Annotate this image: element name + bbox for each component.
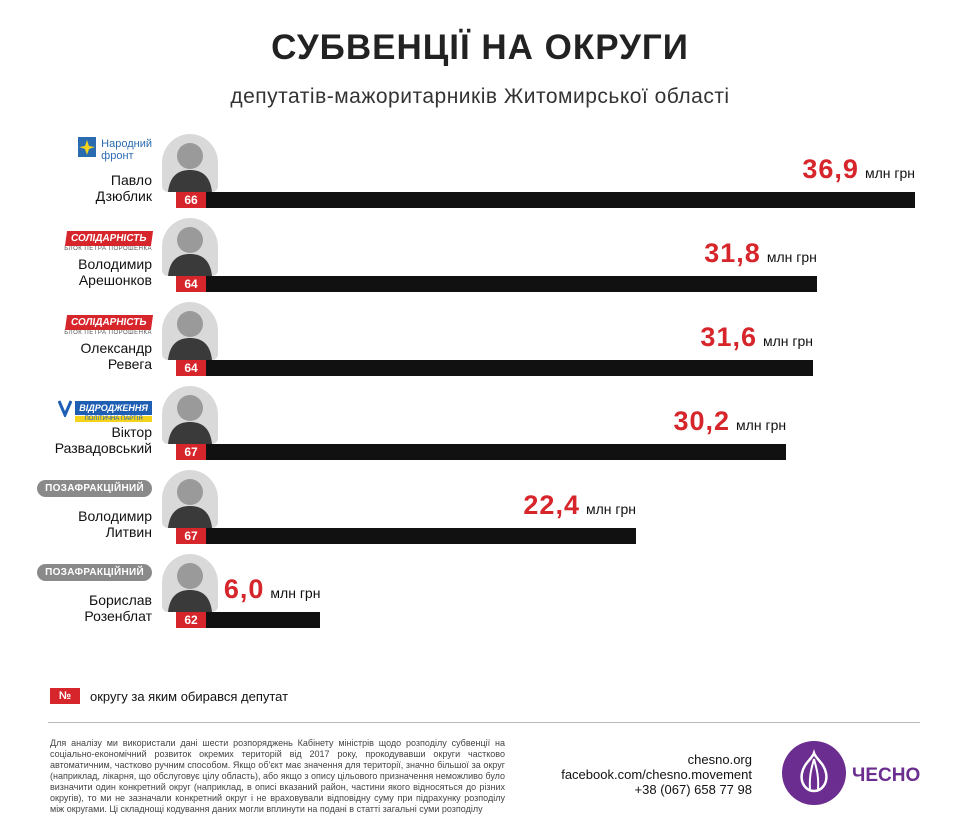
deputy-first-name: Борислав [89, 592, 152, 608]
district-number: 62 [176, 612, 206, 628]
value-number: 31,8 [704, 238, 761, 268]
deputy-name: Павло Дзюблик [96, 172, 152, 204]
bar [205, 276, 817, 292]
methodology-note: Для аналізу ми використали дані шести ро… [50, 738, 505, 814]
deputy-row: 64 СОЛІДАРНІСТЬ БЛОК ПЕТРА ПОРОШЕНКА Володи… [0, 214, 960, 304]
value-unit: млн грн [585, 501, 637, 517]
value-label: 22,4 млн грн [523, 490, 636, 521]
party-name: СОЛІДАРНІСТЬ [65, 315, 154, 330]
party-name: СОЛІДАРНІСТЬ [65, 231, 154, 246]
district-number: 64 [176, 360, 206, 376]
deputy-first-name: Володимир [78, 508, 152, 524]
deputy-first-name: Володимир [78, 256, 152, 272]
deputy-photo [162, 218, 218, 276]
contacts: chesno.org facebook.com/chesno.movement … [561, 752, 752, 797]
checkmark-icon [57, 399, 73, 422]
value-unit: млн грн [736, 417, 787, 433]
deputy-photo [162, 554, 218, 612]
deputy-row: 64 СОЛІДАРНІСТЬ БЛОК ПЕТРА ПОРОШЕНКА Олекса… [0, 298, 960, 388]
contact-phone: +38 (067) 658 77 98 [634, 782, 752, 797]
value-number: 36,9 [802, 154, 859, 184]
deputy-row: 66 Народний фронт Павло Дзюблик 36,9 млн грн [0, 130, 960, 220]
bar [205, 444, 787, 460]
deputy-photo [162, 302, 218, 360]
garlic-icon [782, 741, 846, 805]
party-logo: Народний фронт [77, 136, 152, 163]
district-number: 66 [176, 192, 206, 208]
contact-facebook[interactable]: facebook.com/chesno.movement [561, 767, 752, 782]
deputy-name: Володимир Литвин [78, 508, 152, 540]
party-badge: Народний фронт [77, 136, 152, 163]
party-subname: ПОЛІТИЧНА ПАРТІЯ [75, 416, 152, 422]
deputy-row: 67 ПОЗАФРАКЦІЙНИЙ Володимир Литвин 22,4 млн г… [0, 466, 960, 556]
party-name: ПОЗАФРАКЦІЙНИЙ [37, 480, 152, 497]
deputy-row: 62 ПОЗАФРАКЦІЙНИЙ Борислав Розенблат 6,0 млн … [0, 550, 960, 640]
brand-logo-text: ЧЕСНО [852, 765, 921, 786]
deputy-last-name: Развадовський [54, 440, 152, 456]
bar [205, 192, 915, 208]
bar [205, 360, 814, 376]
party-subname: БЛОК ПЕТРА ПОРОШЕНКА [64, 330, 152, 336]
value-number: 6,0 [223, 574, 265, 604]
party-name: Народний [101, 137, 152, 150]
deputy-first-name: Віктор [111, 424, 152, 440]
contact-site[interactable]: chesno.org [687, 752, 752, 767]
legend-text: округу за яким обирався депутат [90, 688, 289, 704]
star-emblem-icon [77, 136, 97, 163]
party-badge: ПОЗАФРАКЦІЙНИЙ [37, 562, 152, 581]
value-label: 36,9 млн грн [802, 154, 915, 185]
deputy-last-name: Ревега [107, 356, 152, 372]
value-unit: млн грн [766, 249, 817, 265]
deputy-first-name: Олександр [80, 340, 152, 356]
value-label: 6,0 млн грн [224, 574, 321, 605]
deputy-last-name: Арешонков [78, 272, 152, 288]
deputy-name: Володимир Арешонков [78, 256, 152, 288]
deputy-last-name: Литвин [105, 524, 152, 540]
deputy-name: Олександр Ревега [81, 340, 152, 372]
page-title: СУБВЕНЦІЇ НА ОКРУГИ [271, 28, 689, 67]
value-unit: млн грн [762, 333, 814, 349]
party-name: ВІДРОДЖЕННЯ [75, 401, 152, 415]
party-badge: СОЛІДАРНІСТЬ БЛОК ПЕТРА ПОРОШЕНКА [64, 228, 154, 252]
value-number: 31,6 [700, 322, 757, 352]
party-badge: ПОЗАФРАКЦІЙНИЙ [37, 478, 152, 497]
legend-district-marker: № [50, 688, 80, 704]
district-number: 64 [176, 276, 206, 292]
deputy-photo [162, 470, 218, 528]
deputy-last-name: Розенблат [84, 608, 152, 624]
deputy-last-name: Дзюблик [95, 188, 152, 204]
bar [205, 528, 636, 544]
value-label: 31,8 млн грн [704, 238, 817, 269]
party-subname: БЛОК ПЕТРА ПОРОШЕНКА [64, 246, 152, 252]
district-number: 67 [176, 528, 206, 544]
party-subname: фронт [101, 149, 134, 162]
page-subtitle: депутатів-мажоритарників Житомирської об… [230, 85, 730, 108]
value-label: 30,2 млн грн [673, 406, 786, 437]
deputy-photo [162, 386, 218, 444]
deputy-name: Віктор Развадовський [55, 424, 152, 456]
divider [48, 722, 920, 723]
value-number: 22,4 [523, 490, 580, 520]
value-unit: млн грн [270, 585, 321, 601]
value-number: 30,2 [673, 406, 731, 436]
district-number: 67 [176, 444, 206, 460]
party-name: ПОЗАФРАКЦІЙНИЙ [37, 564, 152, 581]
deputy-photo [162, 134, 218, 192]
deputy-first-name: Павло [110, 172, 152, 188]
party-badge: ВІДРОДЖЕННЯ ПОЛІТИЧНА ПАРТІЯ [57, 398, 152, 422]
deputy-name: Борислав Розенблат [84, 592, 152, 624]
party-name-wrap: Народний фронт [101, 138, 152, 162]
legend: № округу за яким обирався депутат [50, 688, 288, 704]
deputy-row: 67 ВІДРОДЖЕННЯ ПОЛІТИЧНА ПАРТІЯ Віктор Разва… [0, 382, 960, 472]
party-logo: ВІДРОДЖЕННЯ ПОЛІТИЧНА ПАРТІЯ [57, 398, 152, 422]
value-unit: млн грн [864, 165, 915, 181]
bar [205, 612, 321, 628]
value-label: 31,6 млн грн [700, 322, 813, 353]
party-badge: СОЛІДАРНІСТЬ БЛОК ПЕТРА ПОРОШЕНКА [64, 312, 154, 336]
